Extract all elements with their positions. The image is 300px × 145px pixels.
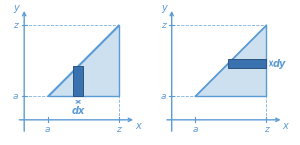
Text: dy: dy <box>273 59 286 68</box>
Bar <box>74 66 83 96</box>
Text: z: z <box>161 21 166 30</box>
Text: a: a <box>193 125 198 134</box>
Polygon shape <box>195 25 266 96</box>
Text: z: z <box>264 125 269 134</box>
Text: a: a <box>13 92 18 101</box>
Text: x: x <box>135 122 141 132</box>
Text: x: x <box>282 122 288 132</box>
Text: a: a <box>45 125 51 134</box>
Text: z: z <box>13 21 18 30</box>
Text: dx: dx <box>71 106 85 116</box>
Bar <box>228 59 266 68</box>
Text: y: y <box>14 3 20 13</box>
Text: z: z <box>116 125 121 134</box>
Text: a: a <box>160 92 166 101</box>
Text: y: y <box>161 3 167 13</box>
Polygon shape <box>48 25 119 96</box>
